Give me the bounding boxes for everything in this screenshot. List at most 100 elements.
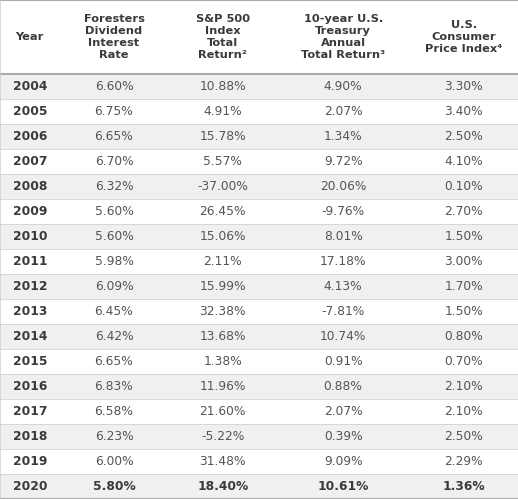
- Text: -5.22%: -5.22%: [201, 430, 244, 443]
- Text: 9.09%: 9.09%: [324, 455, 363, 468]
- Text: 1.50%: 1.50%: [444, 230, 483, 243]
- Text: 2018: 2018: [12, 430, 47, 443]
- Text: 20.06%: 20.06%: [320, 180, 366, 193]
- Text: 6.42%: 6.42%: [95, 330, 133, 343]
- Text: 6.09%: 6.09%: [95, 280, 133, 293]
- Text: 6.60%: 6.60%: [95, 80, 133, 93]
- Text: 32.38%: 32.38%: [199, 305, 246, 318]
- Text: 2.29%: 2.29%: [444, 455, 483, 468]
- Text: 2005: 2005: [12, 105, 47, 118]
- Bar: [0, 224, 518, 249]
- Text: 1.70%: 1.70%: [444, 280, 483, 293]
- Bar: [0, 274, 518, 299]
- Text: -9.76%: -9.76%: [322, 205, 365, 218]
- Bar: [0, 249, 518, 274]
- Text: 8.01%: 8.01%: [324, 230, 363, 243]
- Text: 2019: 2019: [12, 455, 47, 468]
- Text: 6.58%: 6.58%: [94, 405, 134, 418]
- Text: 2007: 2007: [12, 155, 47, 168]
- Text: 0.80%: 0.80%: [444, 330, 483, 343]
- Text: 6.65%: 6.65%: [95, 355, 133, 368]
- Text: 6.23%: 6.23%: [95, 430, 133, 443]
- Bar: [0, 149, 518, 174]
- Text: 5.98%: 5.98%: [94, 255, 134, 268]
- Bar: [0, 449, 518, 474]
- Text: 26.45%: 26.45%: [199, 205, 246, 218]
- Bar: [0, 74, 518, 99]
- Text: 2015: 2015: [12, 355, 47, 368]
- Text: 2020: 2020: [12, 480, 47, 493]
- Text: 10.74%: 10.74%: [320, 330, 366, 343]
- Text: 10.61%: 10.61%: [318, 480, 369, 493]
- Bar: [0, 174, 518, 199]
- Text: 2.50%: 2.50%: [444, 430, 483, 443]
- Text: 2013: 2013: [12, 305, 47, 318]
- Text: 15.06%: 15.06%: [199, 230, 246, 243]
- Text: 3.30%: 3.30%: [444, 80, 483, 93]
- Text: 21.60%: 21.60%: [199, 405, 246, 418]
- Text: 2010: 2010: [12, 230, 47, 243]
- Text: 3.00%: 3.00%: [444, 255, 483, 268]
- Text: Foresters
Dividend
Interest
Rate: Foresters Dividend Interest Rate: [83, 14, 145, 60]
- Text: 31.48%: 31.48%: [199, 455, 246, 468]
- Text: 11.96%: 11.96%: [199, 380, 246, 393]
- Text: 0.91%: 0.91%: [324, 355, 363, 368]
- Text: 2.07%: 2.07%: [324, 105, 363, 118]
- Bar: [0, 299, 518, 324]
- Text: 2014: 2014: [12, 330, 47, 343]
- Text: 2012: 2012: [12, 280, 47, 293]
- Text: 5.60%: 5.60%: [95, 230, 133, 243]
- Bar: [0, 399, 518, 424]
- Text: 4.91%: 4.91%: [204, 105, 242, 118]
- Text: 6.75%: 6.75%: [95, 105, 133, 118]
- Bar: [0, 424, 518, 449]
- Text: 15.78%: 15.78%: [199, 130, 246, 143]
- Text: -37.00%: -37.00%: [197, 180, 248, 193]
- Text: 6.00%: 6.00%: [95, 455, 133, 468]
- Text: 0.10%: 0.10%: [444, 180, 483, 193]
- Bar: [0, 324, 518, 349]
- Text: 18.40%: 18.40%: [197, 480, 248, 493]
- Text: -7.81%: -7.81%: [322, 305, 365, 318]
- Text: Year: Year: [16, 32, 44, 42]
- Text: 1.34%: 1.34%: [324, 130, 363, 143]
- Text: 5.57%: 5.57%: [203, 155, 242, 168]
- Text: 4.13%: 4.13%: [324, 280, 363, 293]
- Bar: [0, 349, 518, 374]
- Text: 0.39%: 0.39%: [324, 430, 363, 443]
- Text: 4.90%: 4.90%: [324, 80, 363, 93]
- Text: 0.88%: 0.88%: [324, 380, 363, 393]
- Text: 2.10%: 2.10%: [444, 405, 483, 418]
- Text: 2017: 2017: [12, 405, 47, 418]
- Bar: [0, 374, 518, 399]
- Text: 5.60%: 5.60%: [95, 205, 133, 218]
- Text: 9.72%: 9.72%: [324, 155, 363, 168]
- Text: 2.50%: 2.50%: [444, 130, 483, 143]
- Text: 6.65%: 6.65%: [95, 130, 133, 143]
- Text: 2004: 2004: [12, 80, 47, 93]
- Text: 2008: 2008: [12, 180, 47, 193]
- Text: 1.50%: 1.50%: [444, 305, 483, 318]
- Text: 2011: 2011: [12, 255, 47, 268]
- Text: 6.32%: 6.32%: [95, 180, 133, 193]
- Bar: [0, 474, 518, 499]
- Text: U.S.
Consumer
Price Index⁴: U.S. Consumer Price Index⁴: [425, 20, 502, 54]
- Text: 2.11%: 2.11%: [204, 255, 242, 268]
- Text: 2009: 2009: [12, 205, 47, 218]
- Text: 2006: 2006: [12, 130, 47, 143]
- Text: S&P 500
Index
Total
Return²: S&P 500 Index Total Return²: [196, 14, 250, 60]
- Text: 6.70%: 6.70%: [95, 155, 133, 168]
- Text: 15.99%: 15.99%: [199, 280, 246, 293]
- Bar: [0, 0, 518, 74]
- Text: 0.70%: 0.70%: [444, 355, 483, 368]
- Text: 2.70%: 2.70%: [444, 205, 483, 218]
- Text: 13.68%: 13.68%: [199, 330, 246, 343]
- Text: 10.88%: 10.88%: [199, 80, 246, 93]
- Text: 2.07%: 2.07%: [324, 405, 363, 418]
- Text: 5.80%: 5.80%: [93, 480, 135, 493]
- Text: 17.18%: 17.18%: [320, 255, 366, 268]
- Bar: [0, 199, 518, 224]
- Text: 6.45%: 6.45%: [95, 305, 133, 318]
- Text: 2.10%: 2.10%: [444, 380, 483, 393]
- Text: 6.83%: 6.83%: [95, 380, 133, 393]
